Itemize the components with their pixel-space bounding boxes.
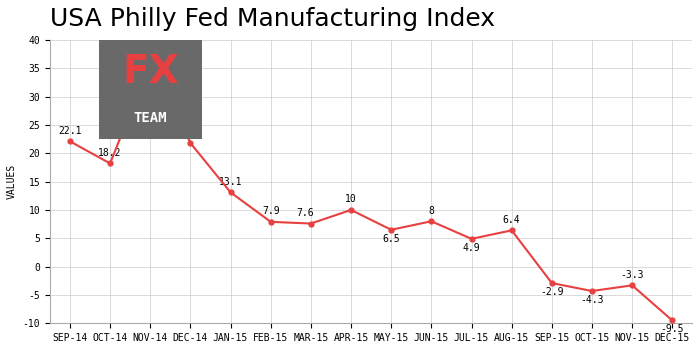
Text: -9.5: -9.5 <box>661 324 684 334</box>
Text: -3.3: -3.3 <box>620 270 644 280</box>
Text: -2.9: -2.9 <box>540 287 564 297</box>
Text: 7.9: 7.9 <box>262 206 279 216</box>
Text: -4.3: -4.3 <box>580 295 603 305</box>
FancyBboxPatch shape <box>99 40 202 139</box>
Text: 13.1: 13.1 <box>219 177 242 187</box>
Text: 22.1: 22.1 <box>58 126 82 136</box>
Text: 6.5: 6.5 <box>382 234 400 244</box>
Text: 4.9: 4.9 <box>463 243 480 253</box>
Text: 21.8: 21.8 <box>178 127 202 138</box>
Text: TEAM: TEAM <box>134 111 167 125</box>
Text: 18.2: 18.2 <box>98 148 122 158</box>
Text: 8: 8 <box>428 206 434 216</box>
Text: 10: 10 <box>345 194 357 204</box>
Y-axis label: VALUES: VALUES <box>7 164 17 199</box>
Text: FX: FX <box>122 54 178 91</box>
Text: 6.4: 6.4 <box>503 215 521 225</box>
Text: USA Philly Fed Manufacturing Index: USA Philly Fed Manufacturing Index <box>50 7 495 31</box>
Text: 36: 36 <box>144 47 156 57</box>
Text: 7.6: 7.6 <box>297 208 314 218</box>
